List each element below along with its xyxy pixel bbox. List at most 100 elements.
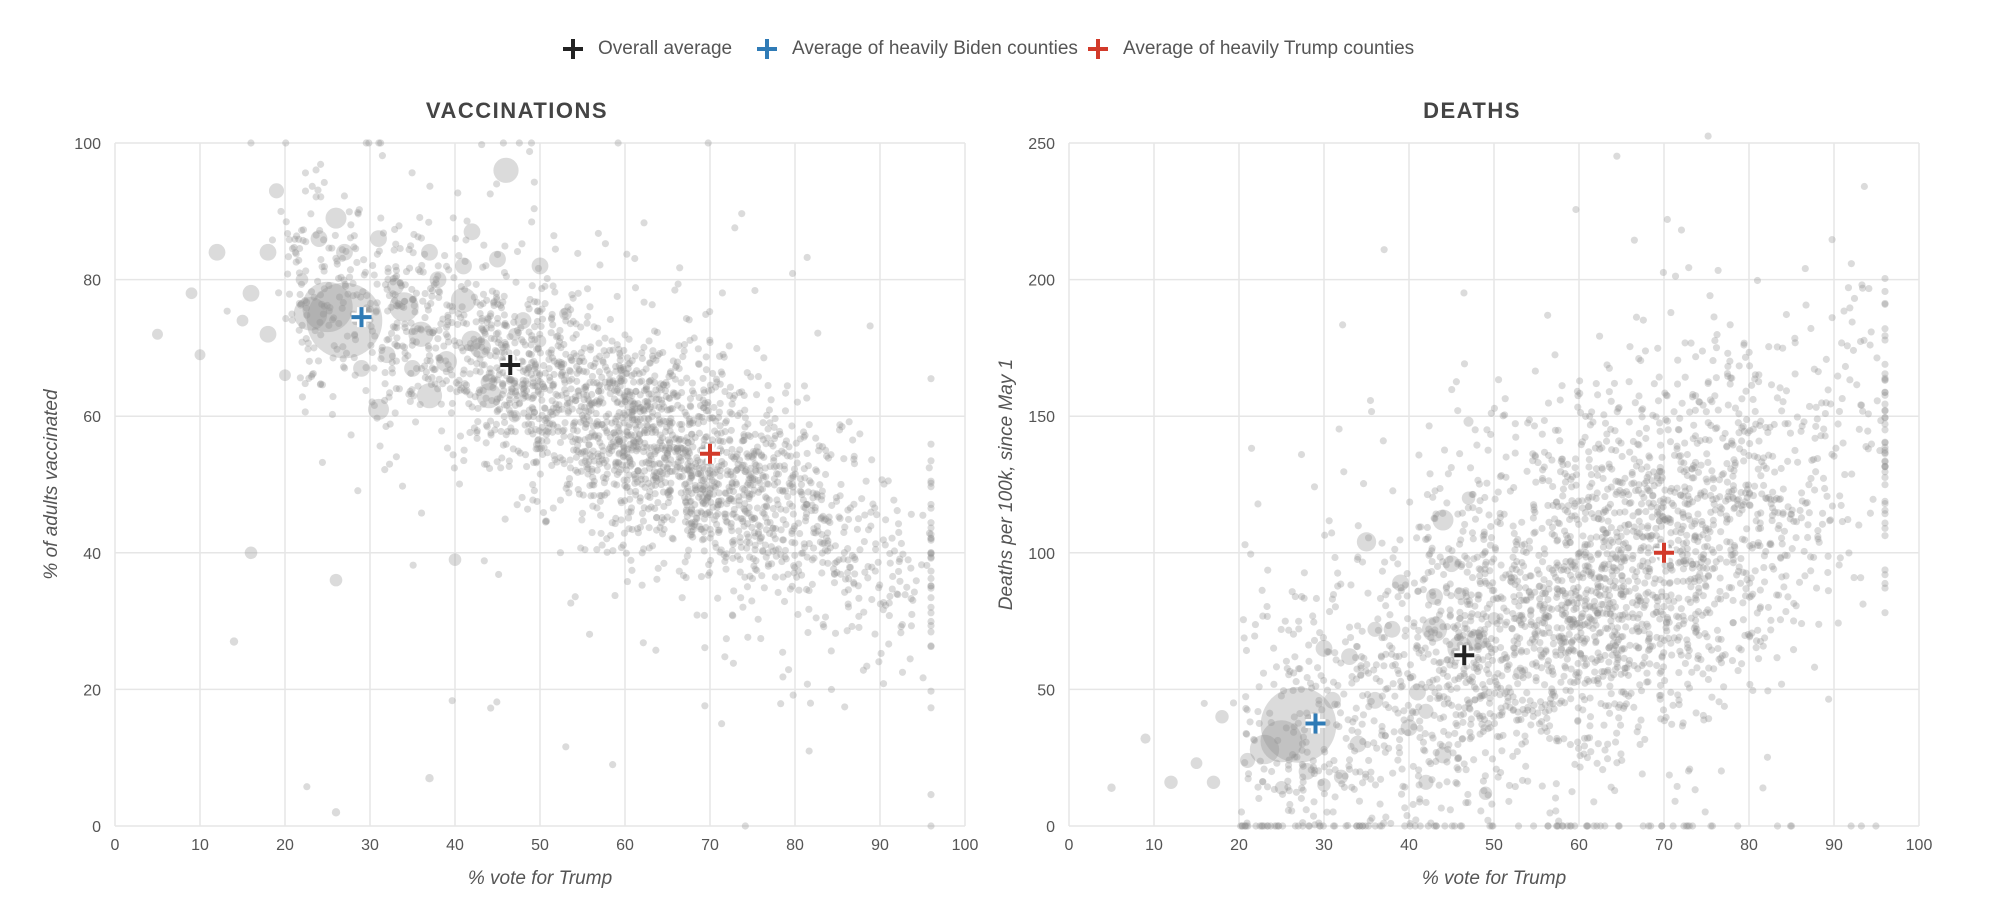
county-points — [1107, 132, 1889, 830]
county-point — [646, 377, 654, 385]
county-point — [1463, 554, 1471, 562]
county-point — [1721, 651, 1729, 659]
county-point — [816, 481, 824, 489]
county-point — [1331, 603, 1339, 611]
county-point — [1497, 561, 1505, 569]
county-point — [1788, 545, 1796, 553]
county-point — [746, 490, 754, 498]
county-point — [1601, 419, 1610, 427]
county-point — [699, 374, 707, 382]
county-point — [1748, 629, 1756, 637]
county-point — [1735, 410, 1743, 418]
county-point — [1730, 456, 1738, 464]
county-point — [782, 389, 790, 397]
county-point — [1544, 822, 1552, 830]
county-point — [751, 286, 759, 295]
county-point — [639, 517, 647, 525]
county-point — [793, 451, 801, 459]
county-point — [625, 408, 633, 417]
county-point — [493, 157, 519, 183]
county-point — [1824, 587, 1832, 595]
county-point — [1734, 667, 1742, 675]
county-point — [927, 536, 935, 544]
county-point — [368, 348, 376, 357]
county-point — [1667, 308, 1675, 317]
county-point — [1334, 681, 1342, 690]
county-point — [1489, 579, 1497, 587]
county-point — [1665, 771, 1673, 779]
county-point — [446, 302, 454, 310]
county-point — [329, 354, 337, 362]
county-point — [1836, 554, 1844, 562]
county-point — [1713, 331, 1721, 339]
county-point — [632, 491, 640, 499]
county-point — [309, 369, 317, 378]
county-point — [685, 466, 693, 474]
county-point — [1572, 205, 1580, 214]
county-point — [906, 655, 914, 663]
county-point — [1773, 654, 1781, 662]
county-point — [927, 643, 935, 651]
county-point — [531, 361, 539, 369]
county-point — [741, 500, 749, 508]
county-point — [714, 594, 722, 602]
county-point — [551, 288, 559, 296]
county-point — [1382, 813, 1390, 821]
county-point — [1755, 371, 1763, 379]
county-point — [1804, 521, 1812, 529]
county-point — [812, 434, 820, 442]
county-point — [638, 349, 646, 357]
county-point — [901, 591, 909, 599]
county-point — [1867, 328, 1875, 336]
county-point — [729, 554, 737, 562]
county-point — [1641, 735, 1649, 744]
county-point — [1825, 695, 1833, 703]
county-point — [1791, 446, 1799, 455]
county-point — [772, 525, 780, 533]
county-point — [1503, 688, 1511, 696]
county-point — [638, 581, 646, 589]
county-point — [693, 611, 701, 619]
county-point — [455, 480, 464, 488]
county-point — [1310, 483, 1319, 491]
county-point — [715, 528, 723, 537]
county-point — [1529, 450, 1537, 458]
county-point — [1331, 793, 1339, 801]
county-point — [508, 409, 521, 423]
county-point — [1860, 182, 1868, 191]
county-point — [1567, 695, 1575, 703]
county-point — [279, 369, 291, 382]
county-point — [600, 459, 608, 467]
county-point — [393, 319, 401, 327]
county-point — [871, 630, 879, 638]
county-point — [1736, 579, 1745, 587]
county-point — [529, 496, 537, 504]
county-point — [659, 488, 668, 496]
county-point — [1422, 798, 1430, 807]
county-point — [596, 438, 604, 447]
county-point — [1565, 630, 1573, 638]
county-point — [767, 396, 775, 404]
county-point — [1523, 689, 1531, 697]
county-point — [1784, 593, 1792, 601]
county-point — [1394, 560, 1402, 568]
county-point — [886, 592, 894, 600]
county-point — [642, 385, 651, 393]
county-point — [652, 472, 660, 480]
county-point — [470, 337, 491, 359]
county-point — [676, 420, 684, 429]
county-point — [487, 429, 495, 437]
county-point — [713, 520, 721, 528]
county-point — [626, 456, 634, 464]
county-point — [1347, 581, 1355, 589]
county-point — [853, 525, 861, 533]
county-point — [737, 543, 745, 551]
county-point — [466, 428, 474, 437]
county-point — [700, 547, 708, 555]
county-point — [417, 325, 425, 333]
county-point — [771, 535, 779, 543]
county-point — [808, 501, 816, 509]
county-point — [894, 567, 903, 576]
county-point — [623, 428, 631, 436]
county-point — [620, 452, 628, 460]
